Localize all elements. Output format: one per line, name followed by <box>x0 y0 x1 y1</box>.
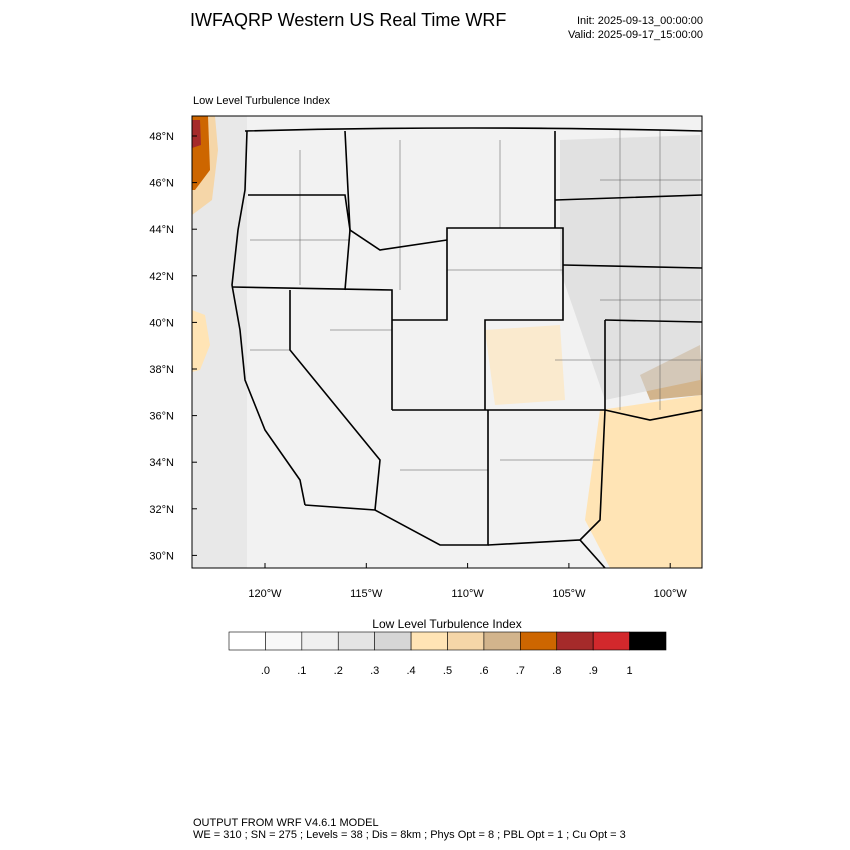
lat-label: 42°N <box>149 271 174 283</box>
colorbar-label: .7 <box>516 665 525 677</box>
init-time: Init: 2025-09-13_00:00:00 <box>577 15 703 27</box>
lat-label: 46°N <box>149 178 174 190</box>
lon-labels: 120°W 115°W 110°W 105°W 100°W <box>248 563 687 600</box>
lat-label: 34°N <box>149 457 174 469</box>
lat-labels: 48°N 46°N 44°N 42°N 40°N 38°N 36°N 34°N 32°N 30°N <box>149 131 197 562</box>
footer-line: OUTPUT FROM WRF V4.6.1 MODEL <box>193 817 379 829</box>
map-frame <box>191 115 703 569</box>
colorbar-box <box>265 631 303 651</box>
valid-time: Valid: 2025-09-17_15:00:00 <box>568 29 703 41</box>
lat-label: 36°N <box>149 411 174 423</box>
map-subtitle: Low Level Turbulence Index <box>193 95 330 107</box>
colorbar-title: Low Level Turbulence Index <box>372 617 521 631</box>
colorbar-box <box>556 631 594 651</box>
title: IWFAQRP Western US Real Time WRF <box>190 10 506 30</box>
colorbar-box <box>374 631 412 651</box>
footer-line: WE = 310 ; SN = 275 ; Levels = 38 ; Dis … <box>193 829 626 841</box>
colorbar: .0 .1 .2 .3 .4 .5 .6 .7 .8 .9 1 <box>228 631 667 677</box>
colorbar-box <box>629 631 667 651</box>
colorbar-label: 1 <box>627 665 633 677</box>
county-lines <box>250 130 702 471</box>
lat-label: 38°N <box>149 364 174 376</box>
colorbar-label: .3 <box>370 665 379 677</box>
lat-label: 32°N <box>149 504 174 516</box>
colorbar-label: .4 <box>406 665 415 677</box>
colorbar-box <box>337 631 375 651</box>
field-patch <box>585 395 702 568</box>
colorbar-box <box>410 631 448 651</box>
lon-label: 110°W <box>451 588 484 600</box>
colorbar-box <box>447 631 485 651</box>
field-patch <box>192 310 210 372</box>
state-borders <box>231 127 702 568</box>
lon-label: 105°W <box>552 588 586 600</box>
map: 48°N 46°N 44°N 42°N 40°N 38°N 36°N 34°N 32°N 30°N… <box>149 115 703 600</box>
colorbar-label: .5 <box>443 665 452 677</box>
colorbar-label: .2 <box>334 665 343 677</box>
field-patch <box>560 135 700 400</box>
colorbar-label: .8 <box>552 665 561 677</box>
lon-label: 120°W <box>248 588 282 600</box>
lat-label: 40°N <box>149 317 174 329</box>
colorbar-label: .1 <box>297 665 306 677</box>
lat-label: 30°N <box>149 550 174 562</box>
colorbar-label: .0 <box>261 665 270 677</box>
lon-label: 115°W <box>350 588 383 600</box>
field-patch <box>192 120 201 148</box>
lat-label: 44°N <box>149 224 174 236</box>
colorbar-box <box>520 631 558 651</box>
colorbar-box <box>592 631 630 651</box>
lat-label: 48°N <box>149 131 174 143</box>
colorbar-label: .6 <box>479 665 488 677</box>
lon-label: 100°W <box>654 588 688 600</box>
field-patch <box>485 325 565 405</box>
colorbar-label: .9 <box>589 665 598 677</box>
colorbar-box <box>301 631 339 651</box>
colorbar-box <box>483 631 521 651</box>
colorbar-box <box>228 631 266 651</box>
